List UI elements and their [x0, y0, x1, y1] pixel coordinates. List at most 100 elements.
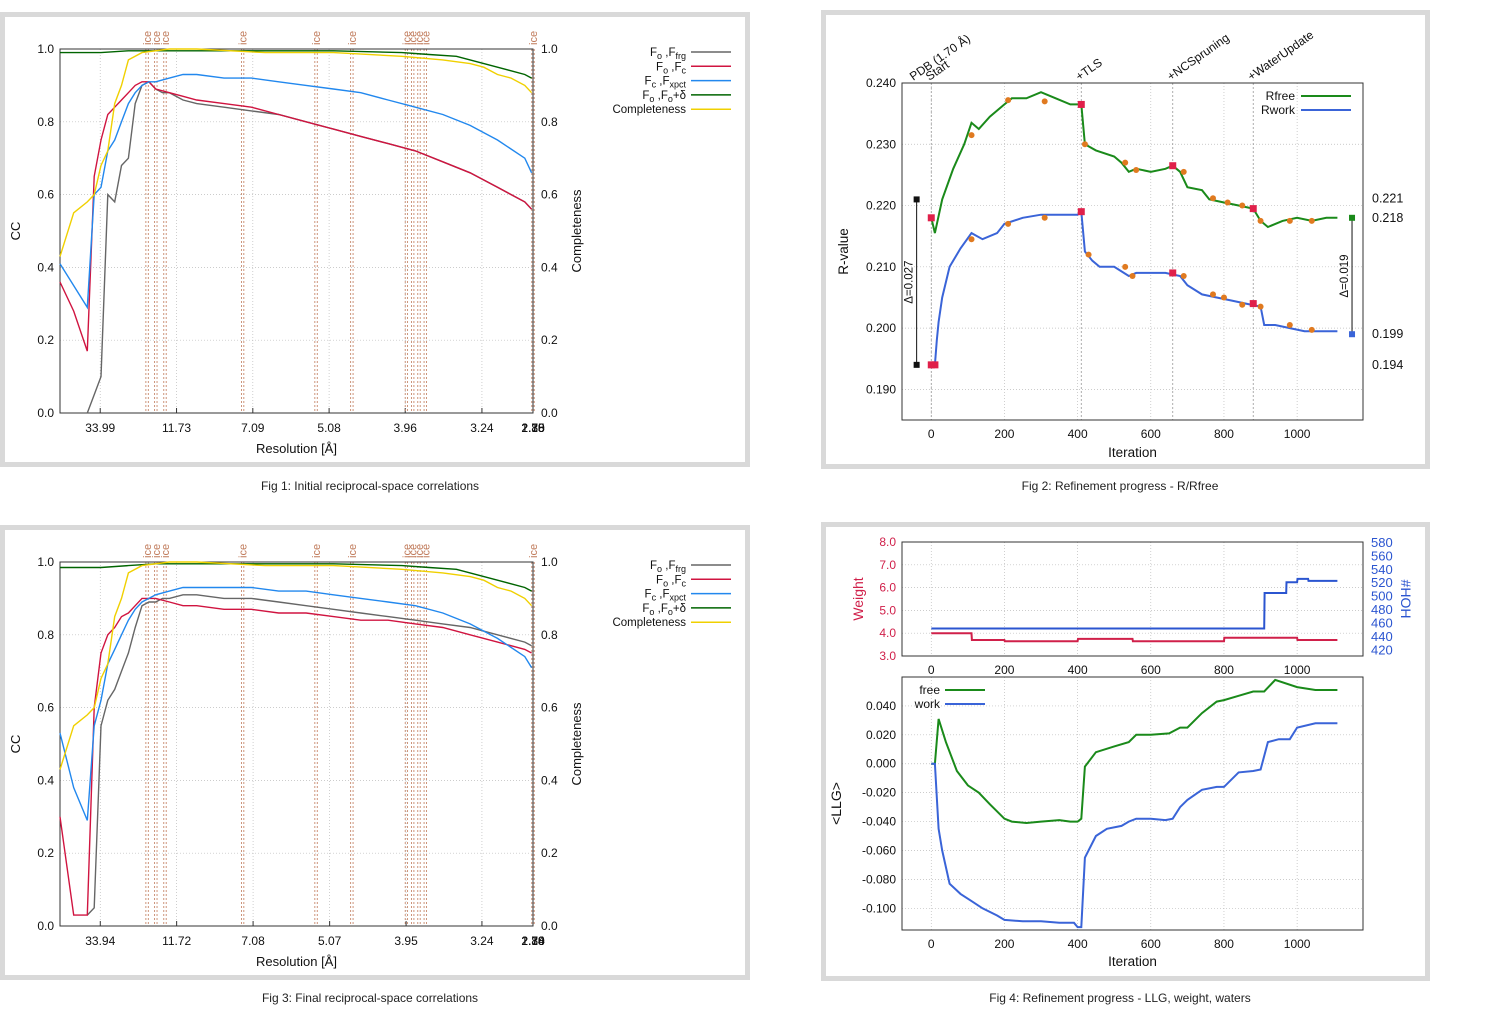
series-line-FoFc: [59, 597, 532, 916]
tick-label-x: 0: [928, 427, 935, 441]
final-value-label: 0.221: [1372, 191, 1403, 205]
stage-marker-red: [931, 361, 939, 369]
caption-fig2: Fig 2: Refinement progress - R/Rfree: [1021, 479, 1219, 493]
tick-label-y2: 560: [1371, 548, 1393, 563]
stage-marker-orange: [1122, 159, 1129, 166]
tick-label-y: 6.0: [879, 581, 896, 595]
tick-label-x: 5.07: [318, 934, 342, 948]
tick-label-x: 1.70: [521, 421, 545, 435]
y-axis-label: CC: [8, 735, 23, 754]
legend-label: Completeness: [612, 104, 686, 116]
tick-label-x: 600: [1141, 427, 1161, 441]
series-line-FoFfrg: [86, 594, 532, 916]
series-line-FoFfrg: [86, 80, 533, 414]
tick-label-y: 0.4: [37, 773, 54, 787]
y2-axis-label: Completeness: [569, 702, 584, 786]
ice-ring-label: ice: [347, 544, 359, 558]
tick-label-x: 2.74: [521, 934, 545, 948]
tick-label-x: 3.96: [394, 421, 418, 435]
stage-marker-orange: [1239, 301, 1246, 308]
stage-label: +WaterUpdate: [1245, 27, 1317, 83]
chart-panel-fig3: 33.94 11.72 7.08 5.07 3.95 3.24 2.74 2.38 2.10 1.…: [5, 530, 745, 975]
legend-label: Rfree: [1266, 89, 1296, 103]
tick-label-x: 200: [994, 937, 1014, 951]
tick-label-y: 3.0: [879, 649, 896, 663]
side-marker: [1349, 214, 1356, 221]
caption-fig3: Fig 3: Final reciprocal-space correlatio…: [261, 991, 479, 1005]
y2-axis-label: #HOH: [1398, 580, 1414, 619]
tick-label-y: 0.210: [866, 260, 896, 274]
chart-panel-fig2: 0 200 400 600 800 1000 0.190 0.200 0.210 0.220 0.2…: [826, 15, 1425, 464]
tick-label-x: 2.10: [521, 934, 545, 948]
tick-label-x: 1000: [1284, 427, 1311, 441]
tick-label-y: 7.0: [879, 558, 896, 572]
ice-ring-label: ice: [160, 31, 172, 45]
tick-label-x: 200: [994, 663, 1014, 677]
ice-ring-label: ice: [142, 544, 154, 558]
tick-label-y: 0.200: [866, 321, 896, 335]
ice-ring-label: ice: [347, 31, 359, 45]
caption-fig1: Fig 1: Initial reciprocal-space correlat…: [260, 479, 480, 493]
tick-label-y: 0.2: [37, 333, 54, 347]
ice-ring-label: ice: [311, 544, 323, 558]
ice-ring-label: ice: [528, 544, 540, 558]
tick-label-x: 1000: [1284, 663, 1311, 677]
tick-label-x: 2.75: [521, 421, 545, 435]
tick-label-x: 600: [1141, 663, 1161, 677]
stage-marker-orange: [1005, 220, 1012, 227]
legend-label: Fo ,Fc: [656, 574, 686, 588]
tick-label-y: 0.4: [37, 260, 54, 274]
series-line-hoh: [931, 577, 1338, 630]
stage-label: +NCSpruning: [1164, 30, 1231, 83]
tick-label-y2: 440: [1371, 629, 1393, 644]
tick-label-y2: 420: [1371, 642, 1393, 657]
tick-label-y: 0.6: [37, 701, 54, 715]
tick-label-y: 0.000: [866, 757, 896, 771]
tick-label-x: 2.38: [521, 421, 545, 435]
tick-label-x: 600: [1141, 937, 1161, 951]
tick-label-x: 1.70: [521, 934, 545, 948]
final-value-label: 0.194: [1372, 358, 1403, 372]
y-axis-label: CC: [8, 222, 23, 241]
ice-ring-label: ice: [420, 31, 432, 45]
stage-marker-orange: [1239, 202, 1246, 209]
x-axis-label: Iteration: [1108, 445, 1157, 460]
tick-label-x: 1000: [1284, 937, 1311, 951]
tick-label-y2: 0.0: [541, 919, 558, 933]
tick-label-y: 0.240: [866, 76, 896, 90]
tick-label-x: 800: [1214, 663, 1234, 677]
final-value-label: 0.218: [1372, 211, 1403, 225]
tick-label-x: 400: [1068, 663, 1088, 677]
stage-marker-orange: [1308, 217, 1315, 224]
plot-frame: [59, 48, 534, 414]
stage-marker-orange: [1133, 167, 1140, 174]
stage-marker-red: [1249, 300, 1257, 308]
tick-label-y2: 540: [1371, 562, 1393, 577]
tick-label-x: 3.95: [394, 934, 418, 948]
tick-label-y: 1.0: [37, 555, 54, 569]
ice-ring-label: ice: [151, 31, 163, 45]
ice-ring-label: ice: [160, 544, 172, 558]
ice-ring-label: ice: [151, 544, 163, 558]
tick-label-y2: 1.0: [541, 555, 558, 569]
stage-marker-orange: [1286, 322, 1293, 329]
stage-marker-orange: [968, 132, 975, 139]
stage-marker-red: [1077, 100, 1085, 108]
ice-ring-label: ice: [142, 31, 154, 45]
ice-ring-label: ice: [528, 31, 540, 45]
stage-marker-orange: [1220, 294, 1227, 301]
tick-label-x: 7.08: [241, 934, 265, 948]
tick-label-y2: 0.0: [541, 406, 558, 420]
tick-label-y2: 0.6: [541, 188, 558, 202]
y-axis-label: Weight: [850, 577, 866, 620]
tick-label-x: 33.99: [85, 421, 115, 435]
side-marker: [913, 361, 920, 368]
tick-label-x: 11.73: [162, 421, 191, 435]
stage-marker-red: [1077, 208, 1085, 216]
tick-label-y: 0.020: [866, 728, 896, 742]
chart-fig2: 0 200 400 600 800 1000 0.190 0.200 0.210 0.220 0.2…: [836, 27, 1403, 460]
tick-label-x: 400: [1068, 427, 1088, 441]
tick-label-y2: 480: [1371, 602, 1393, 617]
legend-label: Rwork: [1261, 103, 1296, 117]
tick-label-x: 3.24: [470, 934, 494, 948]
